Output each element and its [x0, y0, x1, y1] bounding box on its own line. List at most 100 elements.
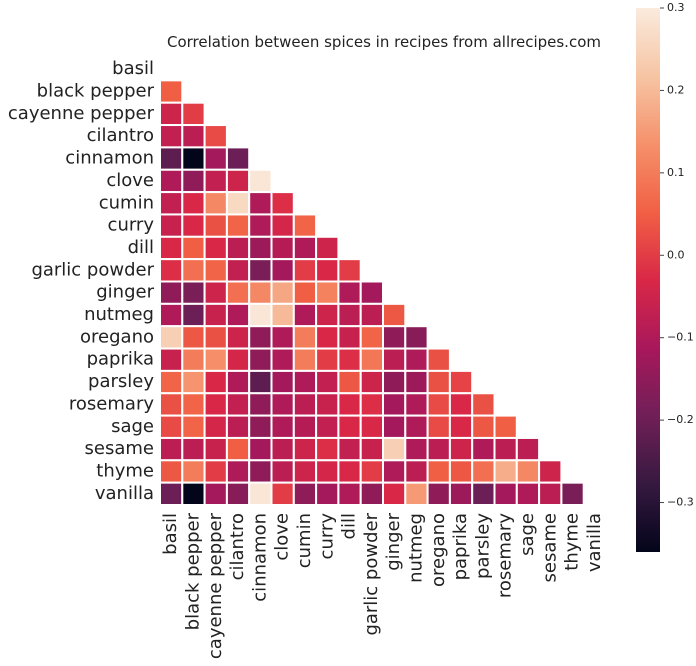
heatmap-cell	[270, 280, 295, 305]
heatmap-cell	[270, 258, 295, 283]
x-tick-label: rosemary	[495, 513, 516, 598]
heatmap-cell	[181, 258, 206, 283]
y-tick-label: vanilla	[95, 483, 154, 504]
heatmap-cell	[248, 235, 273, 261]
heatmap-cell	[426, 481, 451, 506]
heatmap-cell	[225, 436, 251, 462]
heatmap-cell	[159, 101, 184, 127]
heatmap-cell	[225, 459, 251, 484]
heatmap-cell	[337, 436, 362, 462]
heatmap-cell	[181, 124, 206, 149]
y-tick-label: cilantro	[87, 125, 154, 146]
heatmap-cell	[225, 213, 251, 238]
heatmap-cell	[159, 191, 184, 216]
heatmap-cell	[159, 392, 184, 417]
heatmap-cell	[159, 481, 184, 506]
heatmap-cell	[404, 392, 429, 417]
heatmap-cell	[359, 392, 385, 417]
y-tick-label: paprika	[87, 349, 154, 370]
heatmap-cell	[270, 302, 295, 328]
heatmap-cell	[181, 213, 206, 238]
heatmap-cell	[292, 414, 318, 439]
heatmap-cell	[471, 392, 496, 417]
heatmap-cell	[159, 325, 184, 350]
heatmap-cell	[382, 325, 407, 350]
heatmap-cell	[248, 325, 273, 350]
heatmap-cell	[382, 347, 407, 372]
heatmap-cell	[203, 302, 228, 328]
x-tick-label: parsley	[472, 513, 493, 579]
heatmap-cell	[426, 459, 451, 484]
heatmap-cell	[359, 280, 385, 305]
colorbar-tick-label: −0.3	[667, 496, 694, 509]
heatmap-cell	[292, 436, 318, 462]
heatmap-cell	[270, 436, 295, 462]
heatmap-cell	[337, 392, 362, 417]
heatmap-cell	[337, 414, 362, 439]
heatmap-cell	[315, 325, 340, 350]
y-tick-label: cayenne pepper	[8, 103, 155, 124]
heatmap-cell	[493, 481, 518, 506]
heatmap-cell	[225, 146, 251, 171]
heatmap-cell	[203, 481, 228, 506]
heatmap-cell	[493, 436, 518, 462]
heatmap-cell	[159, 258, 184, 283]
heatmap-cell	[248, 392, 273, 417]
heatmap-cell	[270, 213, 295, 238]
heatmap-cell	[404, 436, 429, 462]
colorbar-tick-label: 0.3	[667, 1, 685, 14]
heatmap-cell	[292, 258, 318, 283]
colorbar-tick-label: 0.1	[667, 166, 685, 179]
heatmap-cell	[359, 347, 385, 372]
heatmap-cell	[181, 369, 206, 395]
heatmap-cell	[159, 459, 184, 484]
heatmap-cell	[270, 369, 295, 395]
heatmap-cell	[181, 392, 206, 417]
heatmap-cell	[292, 235, 318, 261]
heatmap-cell	[248, 414, 273, 439]
heatmap-cell	[203, 213, 228, 238]
heatmap-cell	[248, 436, 273, 462]
heatmap-cell	[448, 369, 474, 395]
x-tick-label: thyme	[562, 513, 583, 571]
heatmap-cell	[248, 258, 273, 283]
heatmap-cell	[359, 302, 385, 328]
heatmap-cell	[159, 213, 184, 238]
colorbar	[636, 8, 660, 552]
heatmap-cell	[538, 459, 563, 484]
heatmap-cell	[292, 213, 318, 238]
x-tick-label: ginger	[383, 512, 404, 570]
heatmap-cell	[270, 414, 295, 439]
heatmap-cell	[248, 369, 273, 395]
x-tick-label: cayenne pepper	[205, 512, 226, 659]
heatmap-cell	[359, 459, 385, 484]
heatmap-cell	[203, 436, 228, 462]
heatmap-cell	[426, 347, 451, 372]
heatmap-cell	[248, 459, 273, 484]
heatmap-cell	[181, 325, 206, 350]
heatmap-cell	[181, 302, 206, 328]
heatmap-cell	[270, 325, 295, 350]
heatmap-cell	[315, 436, 340, 462]
heatmap-cell	[404, 481, 429, 506]
heatmap-cell	[471, 481, 496, 506]
heatmap-cell	[248, 191, 273, 216]
heatmap-cell	[292, 481, 318, 506]
colorbar-tick-label: 0.2	[667, 83, 685, 96]
heatmap-cell	[203, 168, 228, 194]
heatmap-cell	[181, 459, 206, 484]
heatmap-cell	[404, 459, 429, 484]
heatmap-cell	[292, 459, 318, 484]
heatmap-cell	[315, 302, 340, 328]
heatmap-cell	[225, 369, 251, 395]
heatmap-cell	[493, 459, 518, 484]
heatmap-cell	[538, 481, 563, 506]
x-tick-label: sage	[517, 513, 538, 556]
y-tick-label: rosemary	[69, 393, 154, 414]
heatmap-cell	[292, 302, 318, 328]
heatmap-cell	[292, 392, 318, 417]
heatmap-cell	[382, 481, 407, 506]
heatmap-cell	[448, 392, 474, 417]
heatmap-cell	[159, 235, 184, 261]
